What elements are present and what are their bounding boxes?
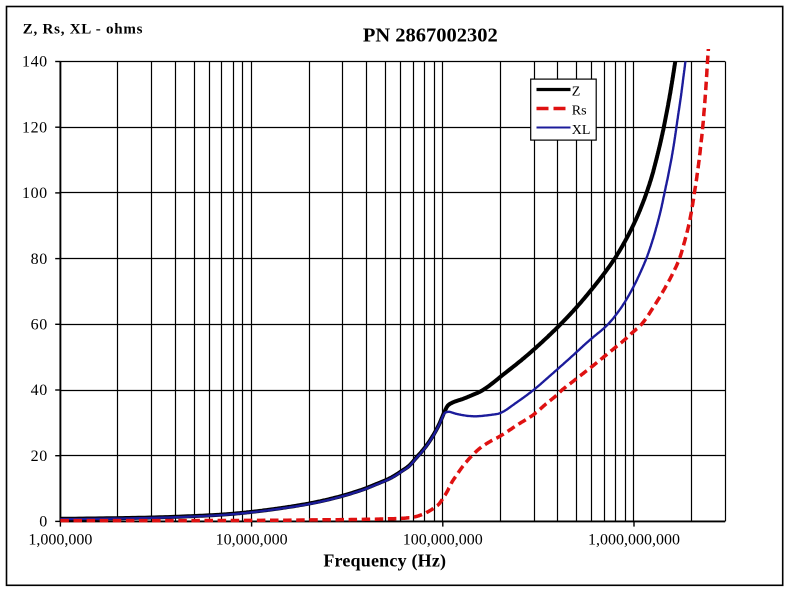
svg-text:20: 20 [31,448,48,465]
svg-text:140: 140 [22,54,48,71]
svg-text:PN 2867002302: PN 2867002302 [363,25,498,47]
svg-text:40: 40 [31,382,48,399]
svg-text:120: 120 [22,119,48,136]
svg-text:0: 0 [39,514,48,531]
svg-text:100,000,000: 100,000,000 [403,532,483,549]
svg-text:80: 80 [31,251,48,268]
svg-text:XL: XL [572,123,591,138]
svg-text:10,000,000: 10,000,000 [216,532,288,549]
svg-text:Rs: Rs [572,104,587,119]
svg-text:100: 100 [22,185,48,202]
svg-text:1,000,000: 1,000,000 [28,532,92,549]
svg-text:Z: Z [572,85,581,100]
svg-text:60: 60 [31,317,48,334]
svg-text:Z, Rs, XL - ohms: Z, Rs, XL - ohms [23,22,143,38]
svg-text:1,000,000,000: 1,000,000,000 [588,532,680,549]
svg-text:Frequency (Hz): Frequency (Hz) [323,551,446,572]
